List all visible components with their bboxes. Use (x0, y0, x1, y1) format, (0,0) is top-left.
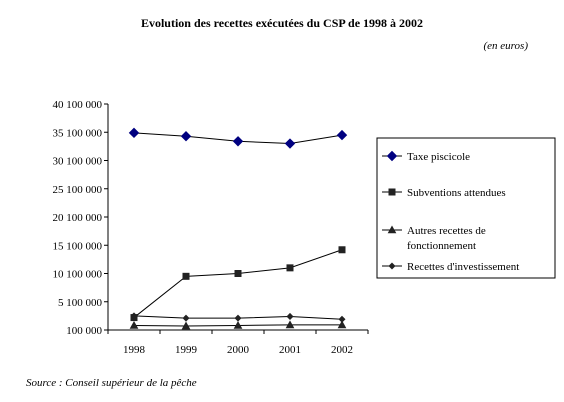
data-point (233, 320, 243, 329)
data-point (336, 129, 348, 141)
legend-entry: Subventions attendues (382, 187, 506, 199)
data-point (338, 315, 346, 323)
data-point (182, 272, 190, 280)
legend-label: fonctionnement (407, 240, 476, 252)
data-point (128, 127, 140, 139)
legend-label: Taxe piscicole (407, 151, 470, 163)
data-point (232, 136, 244, 147)
y-tick-label: 10 100 000 (53, 269, 103, 281)
y-tick-label: 20 100 000 (53, 212, 103, 224)
data-point (129, 320, 139, 329)
data-point (182, 314, 190, 322)
series-2 (130, 246, 346, 322)
x-tick-label: 2002 (331, 344, 353, 356)
legend-label: Recettes d'investissement (407, 261, 519, 273)
legend-box (376, 137, 556, 279)
legend-entry: Recettes d'investissement (382, 261, 519, 273)
legend-marker (388, 188, 396, 196)
data-point (338, 246, 346, 254)
data-point (234, 270, 242, 277)
x-tick-label: 1999 (175, 344, 198, 356)
series-line (133, 249, 343, 318)
data-point (337, 320, 347, 329)
data-point (181, 321, 191, 330)
y-tick-label: 100 000 (66, 325, 102, 337)
legend-entry: Autres recettes de fonctionnement (382, 225, 486, 252)
data-point (285, 320, 295, 329)
y-tick-label: 30 100 000 (53, 156, 103, 168)
x-tick-label: 1998 (123, 344, 146, 356)
chart-source: Source : Conseil supérieur de la pêche (26, 377, 197, 389)
data-point (286, 312, 294, 320)
data-point (180, 130, 192, 142)
legend-label: Subventions attendues (407, 187, 506, 199)
data-point (286, 264, 294, 272)
unit-note: (en euros) (483, 40, 529, 52)
y-tick-label: 5 100 000 (58, 297, 103, 309)
series-4 (130, 312, 346, 323)
y-tick-label: 40 100 000 (53, 99, 103, 111)
legend-marker (388, 262, 396, 270)
x-tick-label: 2000 (227, 344, 250, 356)
series-3 (129, 320, 347, 330)
data-point (130, 312, 138, 320)
chart-title: Evolution des recettes exécutées du CSP … (140, 16, 424, 30)
data-point (284, 138, 296, 149)
legend-label: Autres recettes de (407, 225, 486, 237)
legend-marker (387, 225, 397, 234)
x-tick-label: 2001 (279, 344, 301, 356)
legend-entry: Taxe piscicole (382, 150, 470, 163)
legend-marker (386, 150, 398, 162)
data-point (234, 314, 242, 322)
series-1 (128, 127, 348, 149)
y-tick-label: 25 100 000 (53, 184, 103, 196)
y-tick-label: 15 100 000 (53, 240, 103, 252)
y-tick-label: 35 100 000 (53, 127, 103, 139)
